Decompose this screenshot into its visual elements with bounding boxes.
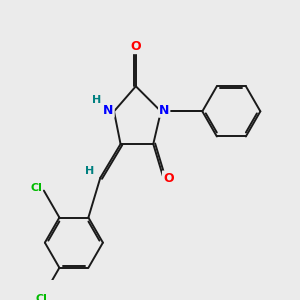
Text: H: H	[85, 166, 94, 176]
Text: N: N	[159, 104, 169, 117]
Text: Cl: Cl	[30, 183, 42, 194]
Text: N: N	[103, 104, 114, 117]
Text: H: H	[92, 95, 101, 105]
Text: O: O	[163, 172, 174, 184]
Text: O: O	[130, 40, 141, 53]
Text: Cl: Cl	[36, 294, 48, 300]
